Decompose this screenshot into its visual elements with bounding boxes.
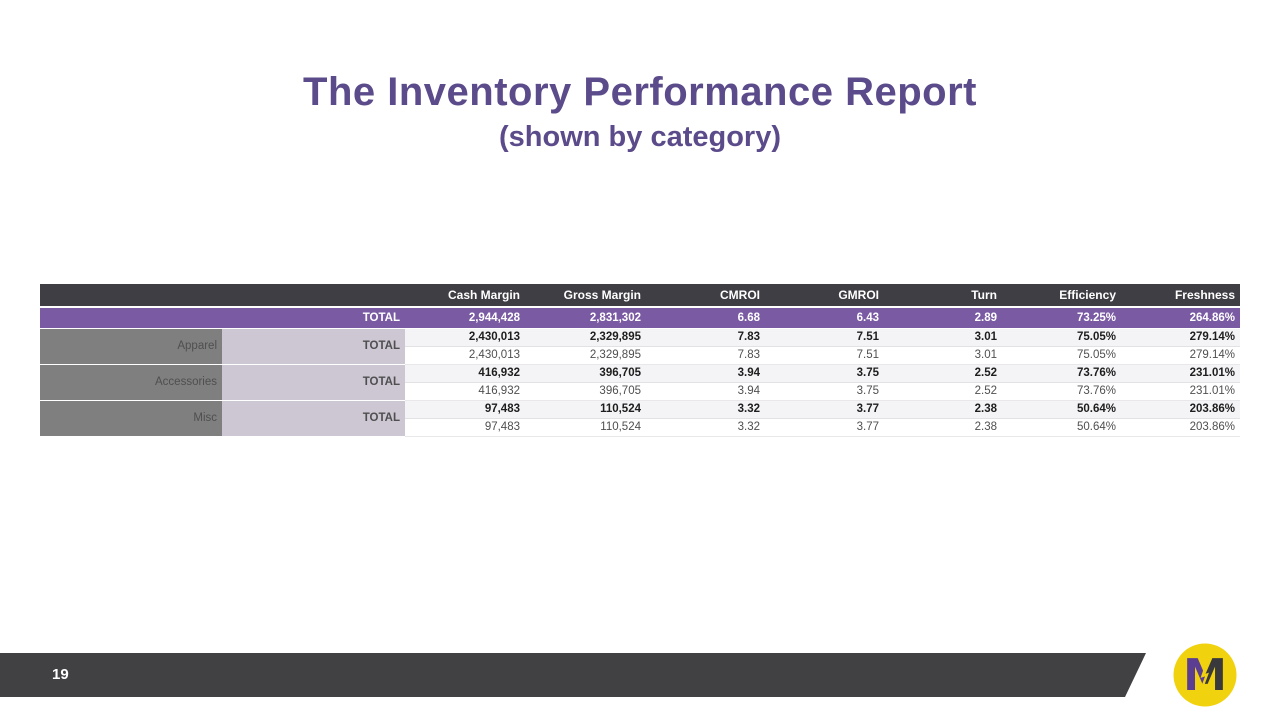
- column-header: CMROI: [646, 284, 765, 308]
- table-cell: 3.01: [884, 327, 1002, 347]
- table-cell: 97,483: [405, 399, 525, 419]
- table-cell: 73.76%: [1002, 382, 1121, 401]
- column-header: Cash Margin: [405, 284, 525, 308]
- table-cell: 2.38: [884, 399, 1002, 419]
- table-cell: 3.94: [646, 363, 765, 383]
- table-row: Accessories TOTAL 416,932 396,705 3.94 3…: [40, 363, 1240, 400]
- table-cell: 279.14%: [1121, 327, 1240, 347]
- grand-total-cell: 73.25%: [1002, 307, 1121, 329]
- table-cell: 75.05%: [1002, 346, 1121, 365]
- table-cell: 3.32: [646, 418, 765, 437]
- table-cell: 2,329,895: [525, 327, 646, 347]
- table-cell: 3.77: [765, 399, 884, 419]
- table-cell: 203.86%: [1121, 399, 1240, 419]
- table-cell: 416,932: [405, 382, 525, 401]
- grand-total-row: TOTAL 2,944,428 2,831,302 6.68 6.43 2.89…: [40, 307, 1240, 329]
- grand-total-cell: 6.43: [765, 307, 884, 329]
- grand-total-cell: 264.86%: [1121, 307, 1240, 329]
- subtotal-label: TOTAL: [222, 363, 405, 400]
- grand-total-cell: 6.68: [646, 307, 765, 329]
- page-number: 19: [52, 666, 69, 683]
- table-cell: 3.77: [765, 418, 884, 437]
- table-row: Misc TOTAL 97,483 110,524 3.32 3.77 2.38…: [40, 399, 1240, 436]
- table-header-row: Cash Margin Gross Margin CMROI GMROI Tur…: [40, 284, 1240, 308]
- table-cell: 7.51: [765, 346, 884, 365]
- lightning-slash-icon: [1199, 659, 1210, 693]
- column-header: Gross Margin: [525, 284, 646, 308]
- subtotal-label: TOTAL: [222, 399, 405, 436]
- table-cell: 396,705: [525, 363, 646, 383]
- table-cell: 2,430,013: [405, 327, 525, 347]
- footer-bar: 19: [0, 653, 1146, 697]
- table-cell: 3.75: [765, 363, 884, 383]
- table-cell: 2.52: [884, 363, 1002, 383]
- logo: M: [1173, 643, 1237, 707]
- table-cell: 2.38: [884, 418, 1002, 437]
- title-block: The Inventory Performance Report (shown …: [0, 68, 1280, 156]
- table-cell: 2,329,895: [525, 346, 646, 365]
- table-row: 97,483 110,524 3.32 3.77 2.38 50.64% 203…: [40, 418, 1240, 437]
- table-cell: 73.76%: [1002, 363, 1121, 383]
- grand-total-cell: 2.89: [884, 307, 1002, 329]
- category-label: Misc: [40, 399, 222, 436]
- table-cell: 75.05%: [1002, 327, 1121, 347]
- table-cell: 110,524: [525, 418, 646, 437]
- subtotal-label: TOTAL: [222, 327, 405, 364]
- table-row: 416,932 396,705 3.94 3.75 2.52 73.76% 23…: [40, 382, 1240, 401]
- table-cell: 3.75: [765, 382, 884, 401]
- column-header: Turn: [884, 284, 1002, 308]
- table-cell: 3.01: [884, 346, 1002, 365]
- inventory-report-table: Cash Margin Gross Margin CMROI GMROI Tur…: [40, 284, 1240, 437]
- grand-total-cell: 2,944,428: [405, 307, 525, 329]
- table-cell: 3.94: [646, 382, 765, 401]
- column-header: GMROI: [765, 284, 884, 308]
- column-header: Freshness: [1121, 284, 1240, 308]
- table-cell: 231.01%: [1121, 382, 1240, 401]
- table-cell: 7.83: [646, 346, 765, 365]
- table-cell: 2,430,013: [405, 346, 525, 365]
- category-label: Apparel: [40, 327, 222, 364]
- grand-total-label: TOTAL: [40, 307, 405, 329]
- header-spacer: [40, 284, 222, 308]
- page-subtitle: (shown by category): [499, 121, 781, 153]
- table-row: Apparel TOTAL 2,430,013 2,329,895 7.83 7…: [40, 327, 1240, 364]
- table-cell: 97,483: [405, 418, 525, 437]
- table-cell: 416,932: [405, 363, 525, 383]
- table-cell: 7.83: [646, 327, 765, 347]
- table-cell: 396,705: [525, 382, 646, 401]
- m-logo-icon: M: [1173, 643, 1237, 707]
- table-cell: 3.32: [646, 399, 765, 419]
- header-spacer: [222, 284, 405, 308]
- table-cell: 50.64%: [1002, 399, 1121, 419]
- column-header: Efficiency: [1002, 284, 1121, 308]
- table-cell: 203.86%: [1121, 418, 1240, 437]
- table-cell: 110,524: [525, 399, 646, 419]
- table-cell: 2.52: [884, 382, 1002, 401]
- page-title: The Inventory Performance Report: [303, 70, 977, 114]
- grand-total-cell: 2,831,302: [525, 307, 646, 329]
- table-cell: 7.51: [765, 327, 884, 347]
- category-label: Accessories: [40, 363, 222, 400]
- table-cell: 50.64%: [1002, 418, 1121, 437]
- table-cell: 279.14%: [1121, 346, 1240, 365]
- table-cell: 231.01%: [1121, 363, 1240, 383]
